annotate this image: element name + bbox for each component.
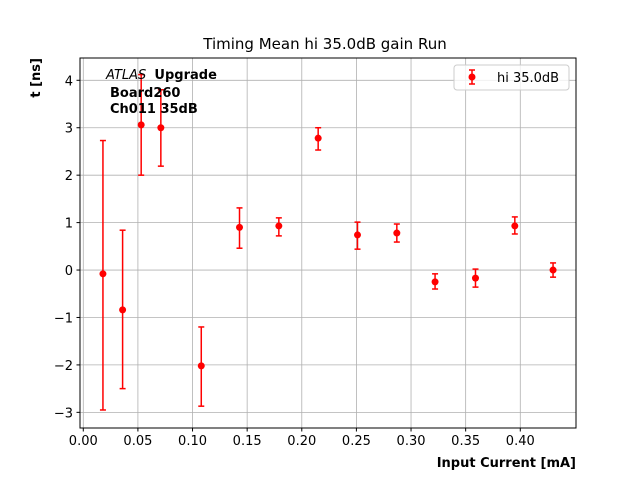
data-point — [137, 121, 145, 129]
data-point — [471, 274, 479, 282]
y-tick-label: 3 — [65, 122, 73, 137]
x-tick-label: 0.40 — [506, 434, 535, 449]
data-point — [99, 270, 107, 278]
x-tick-label: 0.20 — [287, 434, 316, 449]
data-point — [157, 124, 165, 132]
grid — [80, 58, 576, 428]
data-point — [353, 231, 361, 239]
y-tick-label: 2 — [65, 169, 73, 184]
x-tick-label: 0.15 — [233, 434, 262, 449]
legend: hi 35.0dB — [453, 64, 570, 91]
svg-text:ATLAS Upgrade: ATLAS Upgrade — [105, 68, 217, 83]
chart-title: Timing Mean hi 35.0dB gain Run — [202, 35, 446, 53]
y-tick-label: 1 — [65, 217, 73, 232]
x-tick-label: 0.05 — [123, 434, 152, 449]
plot-frame — [79, 57, 577, 429]
atlas-annotation: ATLAS Upgrade Board260 Ch011 35dB — [105, 68, 217, 117]
y-tick-label: −1 — [54, 311, 73, 326]
legend-label: hi 35.0dB — [497, 71, 559, 86]
data-point — [549, 266, 557, 274]
data-point — [431, 278, 439, 286]
annotation-channel: Ch011 35dB — [110, 102, 198, 117]
x-tick-label: 0.30 — [397, 434, 426, 449]
x-axis-label: Input Current [mA] — [437, 456, 576, 471]
annotation-board: Board260 — [110, 86, 180, 101]
data-point — [393, 229, 401, 237]
x-tick-label: 0.35 — [451, 434, 480, 449]
y-tick-label: −3 — [54, 406, 73, 421]
data-point — [197, 362, 205, 370]
annotation-atlas: ATLAS — [105, 68, 146, 83]
y-tick-label: −2 — [54, 359, 73, 374]
x-tick-label: 0.10 — [178, 434, 207, 449]
y-axis-label: t [ns] — [29, 58, 44, 98]
y-tick-label: 4 — [65, 74, 73, 89]
data-point — [119, 306, 127, 314]
x-tick-label: 0.25 — [342, 434, 371, 449]
annotation-upgrade: Upgrade — [154, 68, 217, 83]
x-tick-label: 0.00 — [69, 434, 98, 449]
data-point — [314, 134, 322, 142]
data-point — [236, 223, 244, 231]
data-marks — [99, 73, 557, 411]
ticks: 0.00 0.05 0.10 0.15 0.20 0.25 0.30 0.35 0.40 −3 −2… — [54, 74, 535, 449]
data-point — [275, 222, 283, 230]
data-point — [511, 222, 519, 230]
y-tick-label: 0 — [65, 264, 73, 279]
legend-marker — [468, 73, 476, 81]
